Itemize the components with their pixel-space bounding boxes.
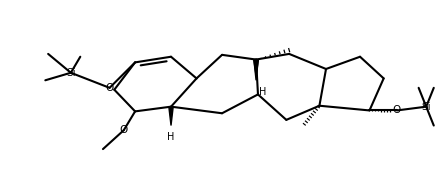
Polygon shape [254,59,258,76]
Text: H: H [167,132,175,142]
Text: O: O [393,105,401,115]
Text: O: O [105,83,114,93]
Polygon shape [254,59,258,80]
Text: Si: Si [66,68,76,78]
Text: H: H [259,87,266,97]
Text: O: O [120,125,128,135]
Polygon shape [169,107,173,125]
Text: Si: Si [421,102,431,112]
